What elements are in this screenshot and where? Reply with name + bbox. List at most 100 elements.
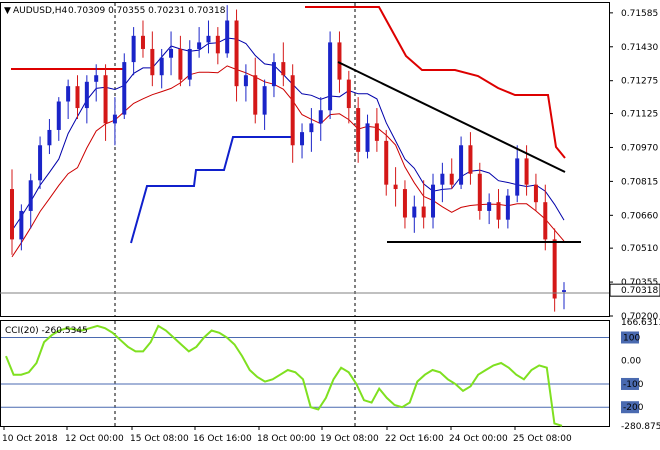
candle-bull (243, 75, 248, 87)
candle-bull (47, 129, 52, 146)
candle-bull (112, 114, 117, 124)
price-tick-label: 0.70200 (621, 312, 658, 322)
candle-bull (300, 132, 305, 146)
candle-bull (169, 48, 174, 58)
candle-bull (225, 20, 230, 54)
main-panel-frame (0, 2, 610, 317)
time-tick-label: 18 Oct 00:00 (257, 434, 316, 444)
candles (10, 5, 566, 312)
time-tick-label: 25 Oct 08:00 (513, 434, 572, 444)
candle-bull (431, 184, 436, 218)
candle-bull (271, 62, 276, 87)
candle-bear (140, 35, 145, 49)
candle-bull (122, 62, 127, 115)
candle-bull (94, 75, 99, 82)
price-tick-label: 0.71275 (621, 77, 658, 87)
time-axis: 10 Oct 2018 12 Oct 00:00 15 Oct 08:00 16 Oc… (2, 426, 572, 444)
cci-level-box (621, 377, 639, 390)
price-tick-label: 0.70970 (621, 143, 658, 153)
candle-bear (337, 42, 342, 80)
cci-level-box (621, 401, 639, 414)
candle-bear (346, 79, 351, 109)
time-tick-label: 16 Oct 16:00 (193, 434, 252, 444)
time-tick-label: 22 Oct 16:00 (385, 434, 444, 444)
candle-bear (552, 239, 557, 299)
price-tick-label: 0.70660 (621, 211, 658, 221)
current-price-box (609, 283, 660, 297)
candle-bear (234, 20, 239, 87)
price-tick-label: 0.70355 (621, 278, 658, 288)
candle-bear (103, 75, 108, 124)
chart-symbol: AUDUSD,H4 (13, 6, 68, 16)
candle-bear (384, 140, 389, 185)
cci-tick-label: -100 (623, 380, 644, 390)
candle-bull (412, 206, 417, 218)
candle-bear (524, 158, 529, 185)
cci-tick-label: 0.00 (621, 357, 641, 367)
session-separators (114, 3, 356, 426)
indicator-header: CCI(20) -260.5345 (5, 326, 88, 336)
blue-level-lines (130, 136, 291, 244)
trendline (337, 61, 566, 173)
candle-bull (459, 145, 464, 185)
cci-axis: 166.6311 100 0.00 -100 -200 -280.8757 (621, 318, 660, 432)
time-tick-label: 12 Oct 00:00 (65, 434, 124, 444)
time-tick-label: 19 Oct 08:00 (320, 434, 379, 444)
indicator-panel-frame (0, 320, 610, 427)
time-tick-label: 10 Oct 2018 (2, 434, 58, 444)
price-tick-label: 0.70815 (621, 177, 658, 187)
candle-bull (19, 210, 24, 240)
candle-bear (290, 75, 295, 146)
cci-line (5, 324, 563, 427)
candle-bull (187, 48, 192, 80)
candle-bull (66, 86, 71, 102)
price-tick-label: 0.71125 (621, 110, 658, 120)
candle-bull (206, 35, 211, 43)
candle-bull (365, 123, 370, 152)
cci-polyline (5, 324, 563, 427)
price-axis: 0.71585 0.71430 0.71275 0.71125 0.70970 0.708… (609, 9, 660, 322)
candle-bear (75, 86, 80, 109)
candle-bull (262, 86, 267, 115)
candle-bear (496, 202, 501, 220)
candle-bull (84, 81, 89, 109)
red-level-right (305, 6, 566, 159)
candle-bear (178, 48, 183, 80)
candle-bear (150, 48, 155, 76)
price-tick-label: 0.71585 (621, 9, 658, 19)
cci-level-box (621, 331, 639, 344)
candle-bull (562, 290, 566, 292)
current-price-label: 0.70318 (621, 286, 658, 296)
price-tick-label: 0.70510 (621, 244, 658, 254)
candle-bull (318, 110, 323, 124)
candle-bear (253, 75, 258, 115)
candle-bull (440, 173, 445, 185)
candle-bull (309, 123, 314, 133)
candle-bull (487, 202, 492, 211)
candle-bear (374, 123, 379, 141)
candle-bull (515, 158, 520, 196)
cci-tick-label: -280.8757 (621, 422, 660, 432)
candle-bear (421, 206, 426, 218)
candle-bull (38, 145, 43, 181)
candle-bull (56, 101, 61, 130)
chart-ohlc: 0.70309 0.70355 0.70231 0.70318 (68, 6, 226, 16)
candle-bull (28, 180, 33, 211)
cci-tick-label: 166.6311 (621, 318, 660, 328)
cci-tick-label: 100 (623, 333, 640, 343)
candle-bear (449, 173, 454, 185)
ma-fast-line (11, 65, 565, 258)
chart-header-icon: ▼ (4, 6, 11, 16)
candle-bull (131, 35, 136, 63)
candle-bull (197, 42, 202, 49)
candle-bear (468, 145, 473, 174)
candle-bear (393, 184, 398, 190)
candle-bull (505, 195, 510, 220)
candle-bear (477, 173, 482, 211)
candle-bear (402, 189, 407, 218)
candle-bear (281, 62, 286, 76)
candle-bear (356, 108, 361, 152)
cci-tick-label: -200 (623, 403, 644, 413)
candle-bear (533, 184, 538, 203)
